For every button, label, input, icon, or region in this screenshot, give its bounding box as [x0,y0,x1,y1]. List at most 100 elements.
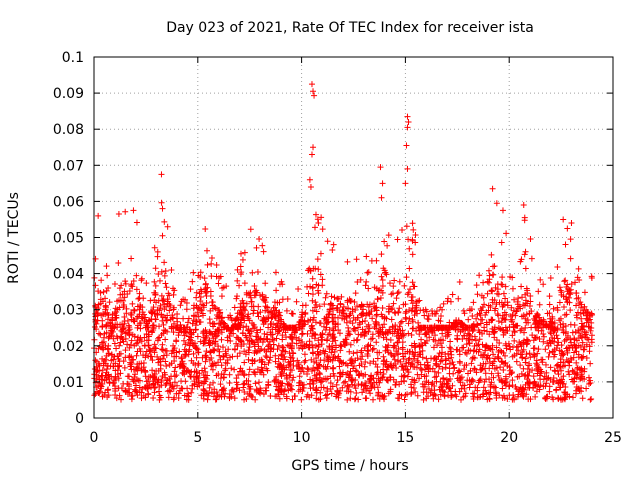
data-point [340,379,347,386]
data-point [458,385,465,392]
data-point [561,278,568,285]
data-point [246,317,253,324]
data-point [419,354,426,361]
data-point [375,375,382,382]
data-point [524,290,531,297]
data-point [408,391,415,398]
data-point [271,299,278,306]
data-point [563,311,570,318]
data-point [227,315,234,322]
data-point [372,361,379,368]
data-point [201,378,208,385]
data-point [351,337,358,344]
data-point [388,291,395,298]
data-point [111,353,118,360]
data-point [329,246,336,253]
data-point [456,358,463,365]
data-point [151,349,158,356]
data-point [231,395,238,402]
data-point [446,360,453,367]
data-point [389,324,396,331]
data-point [354,279,361,286]
data-point [180,296,187,303]
data-point [166,307,173,314]
data-point [405,369,412,376]
data-point [482,370,489,377]
data-point [504,363,511,370]
data-point [106,379,113,386]
data-point [585,374,592,381]
data-point [548,330,555,337]
data-point [298,331,305,338]
data-point [353,256,360,263]
data-point [156,307,163,314]
data-point [399,363,406,370]
data-point [390,353,397,360]
data-point [103,287,110,294]
data-point [299,388,306,395]
data-point [295,286,302,293]
data-point [322,392,329,399]
data-point [313,355,320,362]
data-point [95,212,102,219]
data-point [130,306,137,313]
data-point [309,275,316,282]
data-point [211,330,218,337]
data-point [330,354,337,361]
data-point [307,183,314,190]
data-point [588,336,595,343]
data-point [288,324,295,331]
data-point [410,325,417,332]
data-point [135,377,142,384]
data-point [194,346,201,353]
data-point [163,363,170,370]
data-point [467,367,474,374]
data-point [556,377,563,384]
data-point [309,307,316,314]
data-point [180,363,187,370]
data-point [227,338,234,345]
data-point [203,348,210,355]
data-point [555,395,562,402]
data-point [152,265,159,272]
data-point [409,251,416,258]
data-point [197,298,204,305]
data-point [159,205,166,212]
data-point [260,248,267,255]
data-point [313,395,320,402]
data-point [381,321,388,328]
data-point [390,376,397,383]
data-point [578,384,585,391]
data-point [391,277,398,284]
data-point [112,305,119,312]
data-point [188,337,195,344]
data-point [560,216,567,223]
data-point [272,269,279,276]
data-point [426,334,433,341]
data-point [177,302,184,309]
data-point [573,359,580,366]
data-point [418,336,425,343]
data-point [202,226,209,233]
data-point [241,280,248,287]
y-tick-label: 0.02 [53,339,84,355]
data-point [330,241,337,248]
data-point [118,282,125,289]
data-point [257,326,264,333]
data-point [346,296,353,303]
data-point [108,327,115,334]
data-point [324,353,331,360]
data-point [560,373,567,380]
data-point [430,344,437,351]
data-point [448,354,455,361]
data-point [492,384,499,391]
data-point [228,324,235,331]
data-point [255,379,262,386]
data-point [216,352,223,359]
data-point [296,344,303,351]
data-point [180,324,187,331]
data-point [480,390,487,397]
data-point [278,351,285,358]
data-point [555,371,562,378]
